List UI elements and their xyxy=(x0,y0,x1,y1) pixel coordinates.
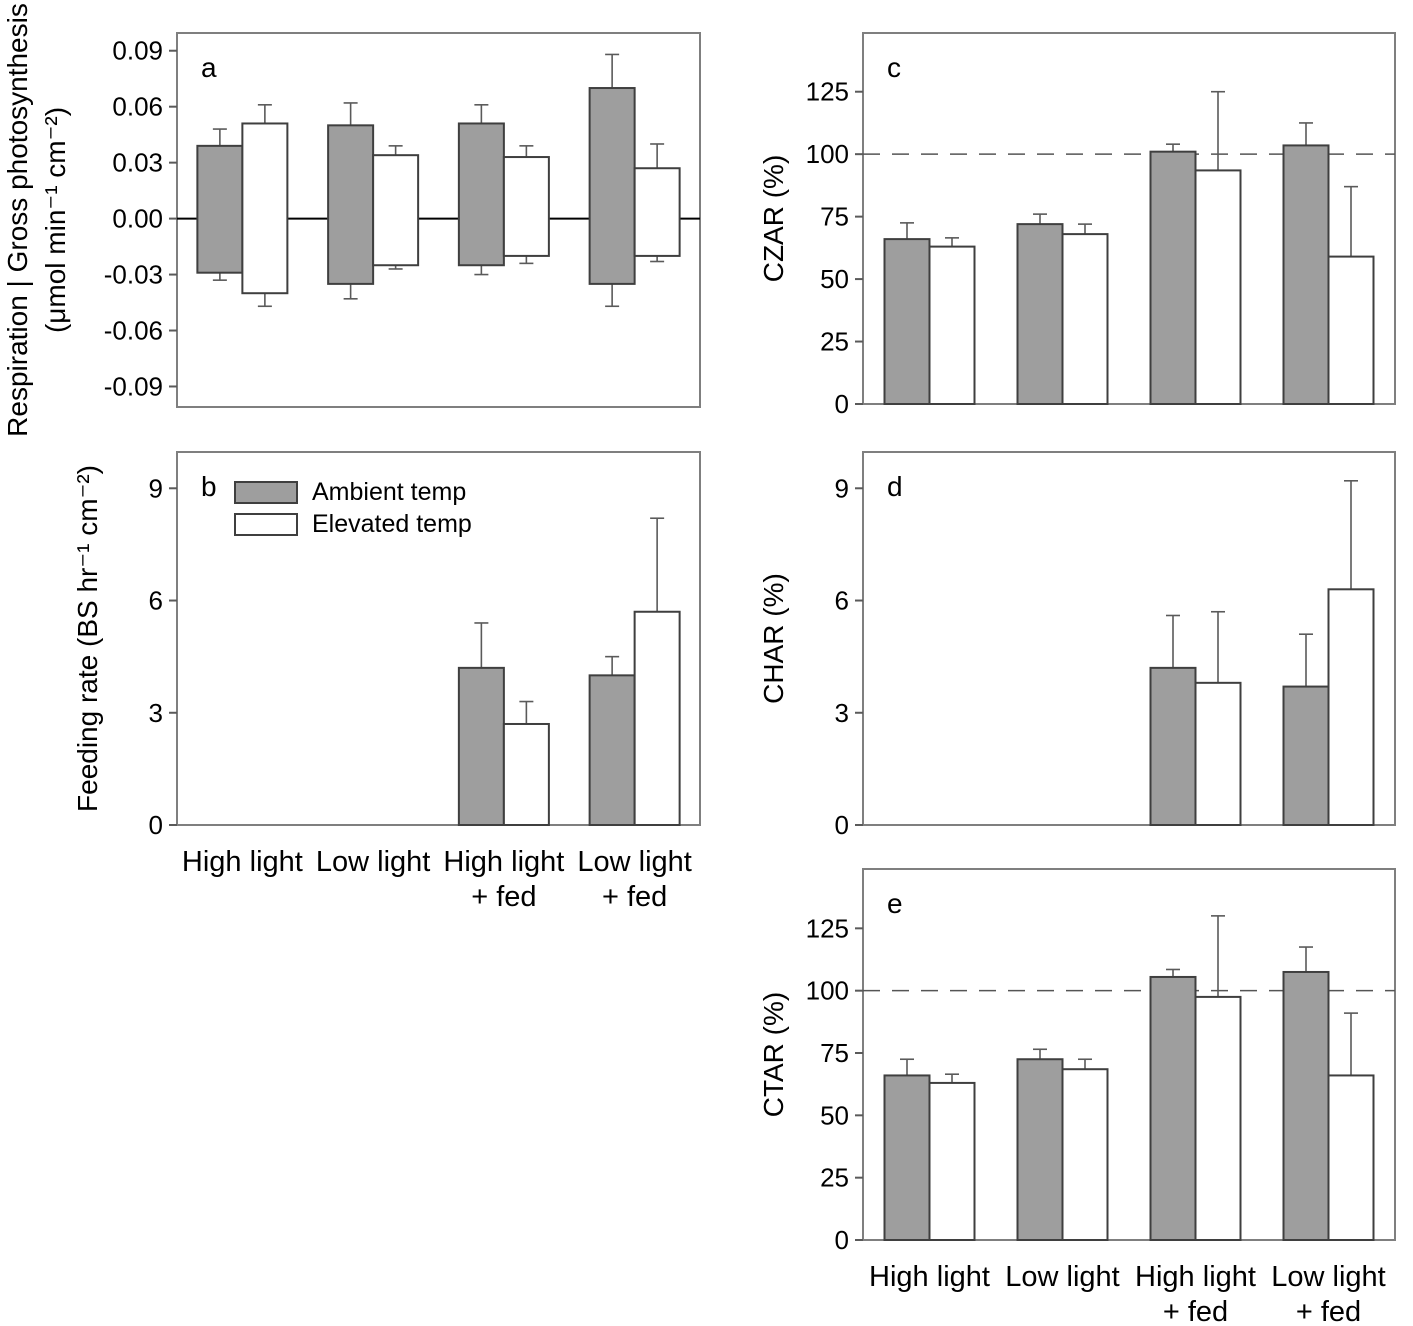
panel-d-bar-ambient-3 xyxy=(1282,685,1330,826)
panel-a-ytick-label: 0.03 xyxy=(112,148,163,178)
panel-d-ytick-label: 3 xyxy=(835,698,849,728)
panel-e-bar-ambient-2 xyxy=(1149,975,1197,1241)
panel-e-xlabel-0: High light xyxy=(869,1261,990,1293)
panel-a-ytick-label: -0.03 xyxy=(104,260,163,290)
panel-a-ytick-label: -0.06 xyxy=(104,316,163,346)
panel-b-bar-elevated-2 xyxy=(502,722,550,826)
panel-c-ytick-label: 100 xyxy=(806,139,849,169)
panel-b-ytick-label: 9 xyxy=(149,473,163,503)
panel-b-ylabel: Feeding rate (BS hr⁻¹ cm⁻²) xyxy=(72,465,103,812)
panel-a-ylabel: Respiration | Gross photosynthesis xyxy=(2,3,33,437)
panel-a-ytick-label: 0.06 xyxy=(112,92,163,122)
panel-b-ytick-label: 3 xyxy=(149,698,163,728)
panel-a-frame xyxy=(176,32,701,408)
panel-a-ytick-label: -0.09 xyxy=(104,371,163,401)
panel-c-frame xyxy=(862,32,1396,405)
panel-e-xlabel-2: High light xyxy=(1135,1261,1256,1293)
panel-e-ytick-label: 75 xyxy=(820,1038,849,1068)
panel-c-bar-elevated-0 xyxy=(928,245,976,405)
panel-b-xlabel-3: Low light xyxy=(577,846,691,878)
panel-a-ytick-label: 0.00 xyxy=(112,204,163,234)
panel-e-xlabel-1: Low light xyxy=(1005,1261,1119,1293)
panel-b-bar-ambient-3 xyxy=(588,674,636,827)
panel-c-bar-ambient-0 xyxy=(883,238,931,405)
panel-d-ytick-label: 9 xyxy=(835,473,849,503)
panel-c-bar-ambient-3 xyxy=(1282,144,1330,405)
panel-e-xlabel-3: Low light xyxy=(1271,1261,1385,1293)
panel-b-xlabel-2: + fed xyxy=(471,881,536,913)
panel-d-letter: d xyxy=(887,471,903,502)
panel-e-xlabel-2: + fed xyxy=(1163,1296,1228,1326)
panel-c-letter: c xyxy=(887,52,901,83)
panel-e-bar-elevated-0 xyxy=(928,1081,976,1241)
panel-a-bar-ambient-3 xyxy=(588,87,636,285)
panel-e-bar-elevated-3 xyxy=(1327,1074,1375,1242)
panel-a-bar-ambient-1 xyxy=(327,124,375,285)
panel-b-xlabel-0: High light xyxy=(182,846,303,878)
panel-e-bar-ambient-0 xyxy=(883,1074,931,1242)
panel-a-letter: a xyxy=(201,52,217,83)
panel-e-bar-elevated-2 xyxy=(1194,995,1242,1241)
panel-c-bar-elevated-3 xyxy=(1327,255,1375,406)
panel-e-bar-ambient-1 xyxy=(1016,1058,1064,1241)
panel-e-frame xyxy=(862,868,1396,1241)
panel-c-ytick-label: 25 xyxy=(820,327,849,357)
panel-d-bar-elevated-2 xyxy=(1194,681,1242,826)
panel-e-ylabel: CTAR (%) xyxy=(758,992,789,1117)
panel-e-ytick-label: 100 xyxy=(806,976,849,1006)
panel-d-ytick-label: 6 xyxy=(835,586,849,616)
panel-d-ytick-label: 0 xyxy=(835,810,849,840)
panel-d-bar-ambient-2 xyxy=(1149,666,1197,826)
panel-e-ytick-label: 25 xyxy=(820,1163,849,1193)
panel-a-bar-ambient-0 xyxy=(196,144,244,274)
panel-e-letter: e xyxy=(887,888,903,919)
panel-e-ytick-label: 50 xyxy=(820,1100,849,1130)
panel-a-bar-elevated-1 xyxy=(372,154,420,267)
panel-c-bar-ambient-2 xyxy=(1149,150,1197,405)
panel-a-bar-elevated-3 xyxy=(633,167,681,257)
panel-c-bar-elevated-1 xyxy=(1061,233,1109,405)
panel-c-bar-ambient-1 xyxy=(1016,223,1064,405)
panel-d-frame xyxy=(862,451,1396,826)
panel-e-bar-ambient-3 xyxy=(1282,970,1330,1242)
panel-e-ytick-label: 0 xyxy=(835,1225,849,1255)
panel-c-bar-elevated-2 xyxy=(1194,169,1242,405)
panel-c-ytick-label: 75 xyxy=(820,202,849,232)
legend-label-elevated: Elevated temp xyxy=(312,510,472,538)
panel-c-ytick-label: 0 xyxy=(835,389,849,419)
panel-a-ytick-label: 0.09 xyxy=(112,36,163,66)
panel-a-ylabel: (μmol min⁻¹ cm⁻²) xyxy=(40,107,71,333)
panel-c-ytick-label: 50 xyxy=(820,264,849,294)
panel-b-frame xyxy=(176,451,701,826)
panel-b-ytick-label: 6 xyxy=(149,586,163,616)
panel-b-bar-ambient-2 xyxy=(457,666,505,826)
panel-e-ytick-label: 125 xyxy=(806,913,849,943)
legend-swatch-elevated xyxy=(234,513,298,536)
panel-e-bar-elevated-1 xyxy=(1061,1068,1109,1241)
panel-d-bar-elevated-3 xyxy=(1327,588,1375,827)
panel-d-ylabel: CHAR (%) xyxy=(758,573,789,704)
panel-b-letter: b xyxy=(201,471,217,502)
legend-label-ambient: Ambient temp xyxy=(312,478,466,506)
panel-b-ytick-label: 0 xyxy=(149,810,163,840)
panel-a-bar-elevated-2 xyxy=(502,156,550,257)
panel-e-xlabel-3: + fed xyxy=(1296,1296,1361,1326)
panel-a-bar-elevated-0 xyxy=(241,122,289,295)
panel-b-xlabel-3: + fed xyxy=(602,881,667,913)
panel-c-ytick-label: 125 xyxy=(806,77,849,107)
panel-c-ylabel: CZAR (%) xyxy=(758,155,789,283)
panel-a-bar-ambient-2 xyxy=(457,122,505,267)
panel-b-xlabel-1: Low light xyxy=(316,846,430,878)
panel-b-bar-elevated-3 xyxy=(633,610,681,826)
legend-swatch-ambient xyxy=(234,481,298,504)
panel-b-xlabel-2: High light xyxy=(443,846,564,878)
